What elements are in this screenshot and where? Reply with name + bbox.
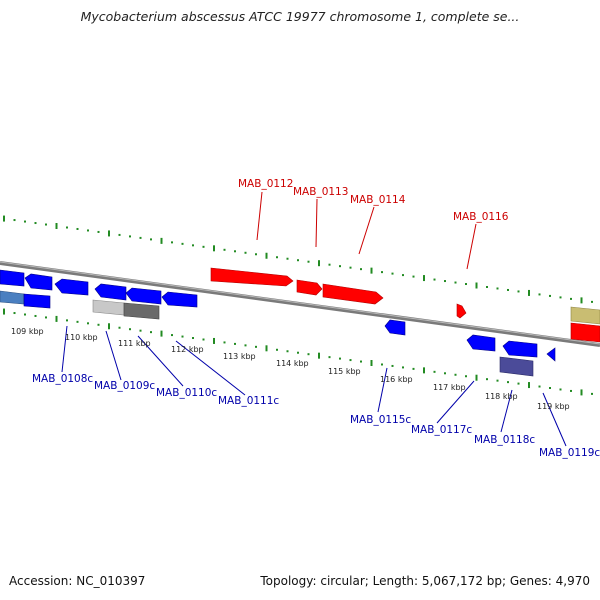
- leader-line: [105, 330, 122, 381]
- gene-feature-reverse[interactable]: [161, 291, 198, 308]
- gene-feature-reverse[interactable]: [0, 269, 25, 287]
- gene-feature-other[interactable]: [92, 299, 125, 316]
- scale-label: 110 kbp: [65, 333, 98, 342]
- summary-text: Topology: circular; Length: 5,067,172 bp…: [260, 574, 590, 588]
- scale-label: 119 kbp: [537, 402, 570, 411]
- reverse-genes: [0, 269, 556, 377]
- gene-label-reverse[interactable]: MAB_0110c: [156, 387, 217, 399]
- scale-label: 118 kbp: [485, 392, 518, 401]
- leader-line: [256, 191, 263, 241]
- scale-label: 115 kbp: [328, 367, 361, 376]
- leader-line: [466, 223, 477, 270]
- forward-genes: [210, 267, 600, 343]
- gene-feature-reverse[interactable]: [502, 340, 538, 358]
- chromosome-backbone-highlight: [0, 261, 600, 345]
- gene-label-forward[interactable]: MAB_0113: [293, 186, 348, 198]
- gene-feature-reverse[interactable]: [23, 293, 51, 309]
- gene-label-reverse[interactable]: MAB_0111c: [218, 395, 279, 407]
- gene-feature-forward[interactable]: [570, 322, 600, 343]
- gene-feature-other[interactable]: [123, 302, 160, 320]
- inner-tick-ring: [3, 308, 593, 396]
- gene-feature-reverse[interactable]: [125, 287, 162, 305]
- leader-line: [500, 389, 513, 433]
- gene-label-forward[interactable]: MAB_0116: [453, 211, 509, 223]
- gene-label-reverse[interactable]: MAB_0109c: [94, 380, 155, 392]
- gene-feature-reverse[interactable]: [24, 273, 53, 291]
- gene-feature-forward[interactable]: [296, 279, 323, 296]
- outer-tick-ring: [3, 215, 593, 304]
- leader-line: [137, 335, 184, 387]
- leader-line: [377, 367, 388, 413]
- gene-label-reverse[interactable]: MAB_0118c: [474, 434, 535, 446]
- scale-label: 114 kbp: [276, 359, 309, 368]
- gene-label-reverse[interactable]: MAB_0117c: [411, 424, 472, 436]
- gene-label-reverse[interactable]: MAB_0115c: [350, 414, 411, 426]
- chromosome-backbone: [0, 261, 600, 347]
- leader-line: [358, 206, 375, 255]
- gene-feature-forward[interactable]: [322, 283, 384, 305]
- scale-label: 112 kbp: [171, 345, 204, 354]
- gene-feature-other[interactable]: [499, 356, 534, 377]
- scale-label: 117 kbp: [433, 383, 466, 392]
- map-title: Mycobacterium abscessus ATCC 19977 chrom…: [80, 9, 520, 24]
- accession-text: Accession: NC_010397: [9, 574, 146, 588]
- leader-line: [542, 392, 567, 447]
- label-leader-lines: [61, 191, 567, 447]
- gene-feature-reverse[interactable]: [384, 319, 406, 336]
- gene-label-reverse[interactable]: MAB_0119c: [539, 447, 600, 459]
- gene-feature-other[interactable]: [0, 290, 25, 305]
- leader-line: [436, 380, 475, 424]
- scale-label: 116 kbp: [380, 375, 413, 384]
- scale-label: 113 kbp: [223, 352, 256, 361]
- leader-line: [315, 198, 318, 248]
- gene-label-forward[interactable]: MAB_0114: [350, 194, 406, 206]
- gene-feature-reverse[interactable]: [54, 278, 89, 296]
- leader-line: [61, 325, 68, 373]
- gene-feature-other[interactable]: [570, 306, 600, 325]
- gene-feature-reverse[interactable]: [94, 283, 127, 301]
- gene-feature-reverse[interactable]: [466, 334, 496, 352]
- gene-label-forward[interactable]: MAB_0112: [238, 178, 293, 190]
- leader-line: [175, 340, 246, 396]
- gene-feature-forward[interactable]: [210, 267, 294, 287]
- gene-feature-reverse[interactable]: [546, 347, 556, 362]
- gene-feature-forward[interactable]: [456, 303, 467, 319]
- gene-label-reverse[interactable]: MAB_0108c: [32, 373, 93, 385]
- scale-label: 109 kbp: [11, 327, 44, 336]
- scale-label: 111 kbp: [118, 339, 151, 348]
